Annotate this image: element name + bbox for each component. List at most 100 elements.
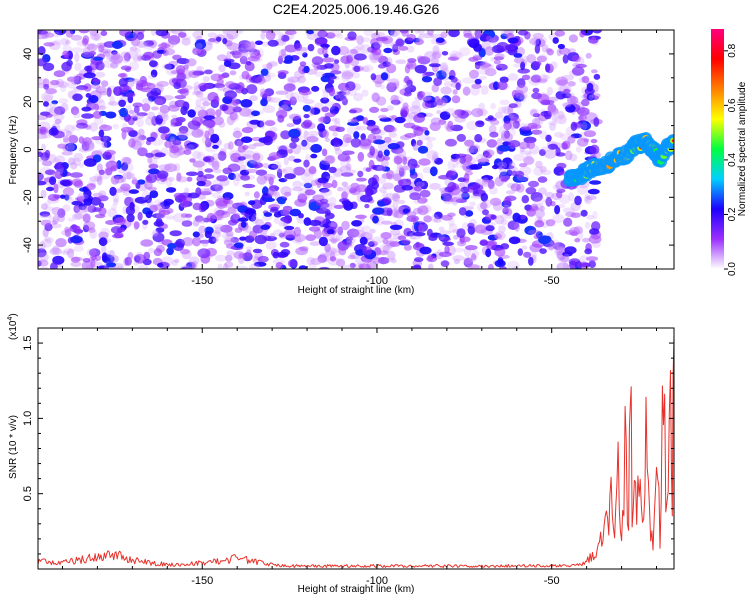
spectrogram-noise-cell	[513, 154, 526, 162]
spectrogram-noise-cell	[326, 229, 335, 235]
spectrogram-noise-cell	[95, 88, 102, 93]
spectrogram-noise-cell	[120, 183, 131, 191]
spectrogram-noise-cell	[465, 245, 478, 251]
spectrogram-x-axis: -150 -100 -50	[61, 30, 658, 287]
spectrogram-noise-cell	[563, 88, 571, 94]
spectrogram-noise-cell	[173, 258, 180, 263]
colorbar-tick-label: 0.0	[727, 262, 738, 276]
spectrogram-noise-cell	[442, 189, 449, 195]
spectrogram-noise-cell	[333, 121, 341, 128]
spectrogram-noise-cell	[142, 82, 152, 86]
spectrogram-noise-cell	[41, 203, 48, 210]
spectrogram-noise-cell	[62, 137, 75, 145]
spectrogram-noise-cell	[283, 216, 292, 224]
spectrogram-noise-cell	[98, 202, 105, 209]
spectrogram-noise-cell	[226, 42, 239, 51]
spectrogram-noise-cell	[297, 94, 305, 103]
spectrogram-noise-cell	[474, 61, 481, 70]
spectrogram-noise-cell	[168, 35, 181, 45]
spectrogram-noise-cell	[402, 102, 409, 110]
spectrogram-noise-cell	[230, 237, 240, 243]
spectrogram-noise-cell	[528, 256, 534, 266]
spectrogram-noise-cell	[252, 162, 264, 169]
spectrogram-noise-cell	[318, 116, 331, 124]
spectrogram-noise-cell	[431, 51, 441, 60]
spectrogram-noise-cell	[184, 187, 190, 194]
spectrogram-noise-cell	[311, 85, 320, 92]
snr-x-tick-label: -100	[366, 575, 388, 587]
spectrogram-noise-cell	[180, 213, 188, 218]
spectrogram-noise-cell	[277, 70, 289, 75]
spectrogram-noise-cell	[496, 41, 509, 51]
spectrogram-noise-cell	[362, 64, 374, 72]
spectrogram-noise-cell	[322, 203, 333, 212]
spectrogram-noise-cell	[169, 145, 180, 154]
spectrogram-noise-cell	[102, 59, 115, 69]
spectrogram-noise-cell	[59, 179, 71, 186]
spectrogram-noise-cell	[210, 159, 219, 168]
spectrogram-noise-cell	[195, 91, 204, 99]
spectrogram-noise-cell	[581, 98, 590, 107]
spectrogram-noise-cell	[290, 92, 300, 101]
spectrogram-noise-cell	[137, 211, 143, 221]
spectrogram-noise-cell	[555, 76, 568, 87]
spectrogram-noise-cell	[409, 192, 421, 201]
spectrogram-noise-cell	[58, 98, 69, 104]
spectrogram-noise-cell	[49, 247, 62, 256]
spectrogram-noise-cell	[469, 69, 479, 79]
spectrogram-noise-cell	[520, 214, 527, 220]
spectrogram-noise-cell	[411, 100, 421, 110]
spectrogram-noise-cell	[404, 84, 412, 94]
spectrogram-noise-cell	[260, 119, 266, 129]
spectrogram-noise-cell	[321, 148, 328, 157]
spectrogram-noise-cell	[569, 96, 576, 103]
snr-x-tick-label: -50	[544, 575, 560, 587]
spectrogram-noise-cell	[478, 61, 489, 70]
spectrogram-noise-cell	[97, 195, 109, 202]
spectrogram-noise-cell	[530, 109, 538, 114]
spectrogram-noise-cell	[82, 213, 91, 223]
spectrogram-noise-cell	[81, 204, 95, 213]
spectrogram-noise-cell	[388, 30, 395, 36]
spectrogram-noise-cell	[100, 135, 112, 143]
spectrogram-noise-cell	[94, 71, 106, 78]
spectrogram-noise-cell	[202, 101, 211, 107]
spectrogram-noise-cell	[137, 264, 149, 269]
spectrogram-noise-cell	[178, 32, 187, 38]
spectrogram-noise-cell	[418, 33, 424, 44]
spectrogram-noise-cell	[239, 107, 252, 117]
spectrogram-noise-cell	[512, 212, 521, 222]
spectrogram-noise-cell	[195, 98, 202, 108]
spectrogram-noise-cell	[386, 105, 394, 111]
spectrogram-noise-cell	[78, 147, 91, 153]
spectrogram-noise-cell	[484, 68, 497, 77]
spectrogram-noise-cell	[467, 264, 480, 269]
spectrogram-noise-cell	[341, 97, 348, 106]
spectrogram-noise-cell	[514, 170, 525, 178]
spectrogram-noise-cell	[146, 173, 157, 184]
spectrogram-noise-cell	[226, 30, 239, 40]
spectrogram-noise-cell	[212, 144, 219, 149]
spectrogram-noise-cell	[452, 247, 466, 253]
spectrogram-noise-cell	[510, 183, 521, 192]
spectrogram-noise-cell	[557, 43, 566, 50]
spectrogram-noise-cell	[194, 105, 204, 114]
spectrogram-noise-cell	[350, 138, 362, 148]
spectrogram-noise-cell	[393, 155, 403, 165]
spectrogram-x-tick-label: -150	[191, 275, 213, 287]
spectrogram-noise-cell	[429, 122, 441, 132]
spectrogram-noise-cell	[53, 30, 67, 36]
spectrogram-noise-cell	[109, 249, 115, 257]
spectrogram-noise-cell	[353, 65, 361, 73]
spectrogram-noise-cell	[213, 207, 224, 215]
spectrogram-noise-cell	[402, 156, 408, 165]
spectrogram-noise-cell	[535, 209, 545, 219]
snr-background	[38, 328, 674, 569]
spectrogram-noise-cell	[404, 75, 410, 84]
spectrogram-noise-cell	[387, 257, 397, 263]
spectrogram-noise-cell	[367, 133, 377, 143]
spectrogram-noise-cell	[565, 150, 573, 161]
spectrogram-noise-cell	[134, 48, 141, 54]
spectrogram-noise-cell	[433, 217, 442, 223]
spectrogram-noise-cell	[310, 143, 323, 153]
